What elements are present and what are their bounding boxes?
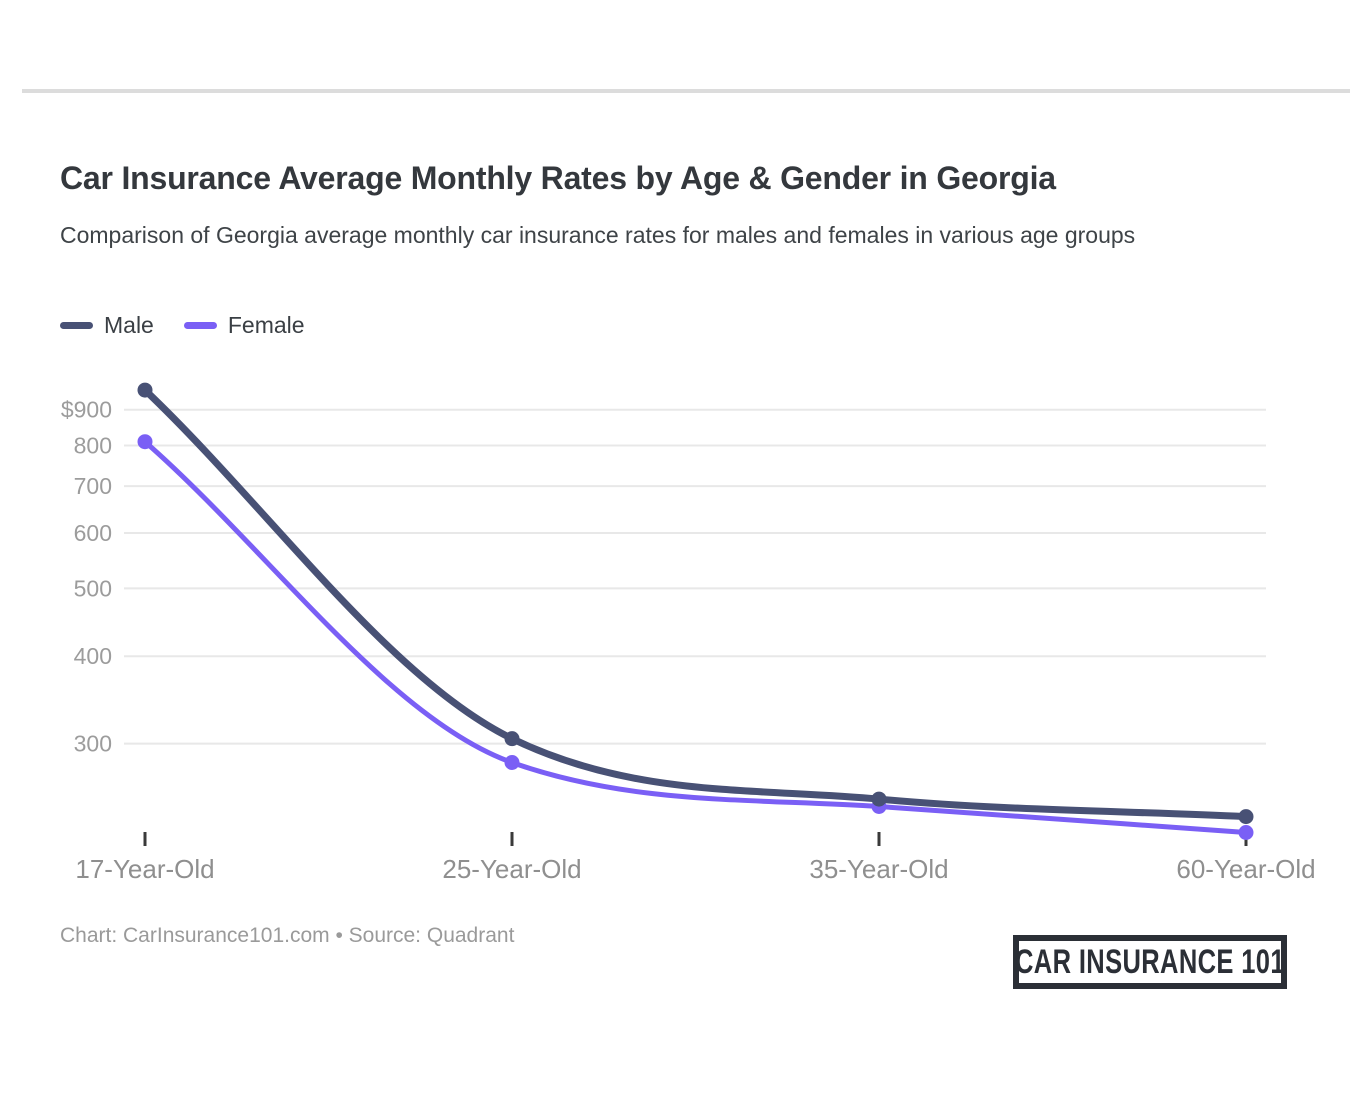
car-insurance-101-logo: CAR INSURANCE 101 (1013, 935, 1287, 989)
page-subtitle: Comparison of Georgia average monthly ca… (60, 222, 1136, 248)
legend-label-female: Female (227, 312, 305, 338)
x-axis-label: 17-Year-Old (75, 854, 214, 884)
page-title: Car Insurance Average Monthly Rates by A… (60, 160, 1056, 196)
legend-label-male: Male (104, 312, 154, 338)
y-axis-label: 600 (74, 520, 112, 546)
x-axis-label: 35-Year-Old (809, 854, 948, 884)
y-axis-label: 300 (74, 731, 112, 757)
female-data-point (1238, 824, 1254, 840)
female-data-point (137, 434, 153, 450)
male-data-point (504, 731, 520, 747)
male-data-point (1238, 809, 1254, 825)
top-divider (22, 89, 1350, 93)
female-line-swatch-icon (183, 322, 217, 329)
chart-legend: Male Female (60, 312, 305, 339)
y-axis-label: 800 (74, 433, 112, 459)
legend-item-female: Female (183, 312, 305, 339)
x-axis-label: 25-Year-Old (442, 854, 581, 884)
y-axis-label: 700 (74, 473, 112, 499)
y-axis-label: $900 (61, 397, 112, 423)
x-axis-label: 60-Year-Old (1176, 854, 1315, 884)
female-data-point (504, 754, 520, 770)
male-line-swatch-icon (60, 322, 93, 329)
y-axis-label: 400 (74, 643, 112, 669)
male-series-line (141, 386, 1250, 821)
male-data-point (871, 791, 887, 807)
chart-source-credit: Chart: CarInsurance101.com • Source: Qua… (60, 924, 515, 947)
legend-item-male: Male (60, 312, 154, 339)
male-data-point (137, 382, 153, 398)
logo-text: CAR INSURANCE 101 (1015, 942, 1285, 981)
female-series-line (142, 439, 1249, 835)
y-axis-label: 500 (74, 575, 112, 601)
